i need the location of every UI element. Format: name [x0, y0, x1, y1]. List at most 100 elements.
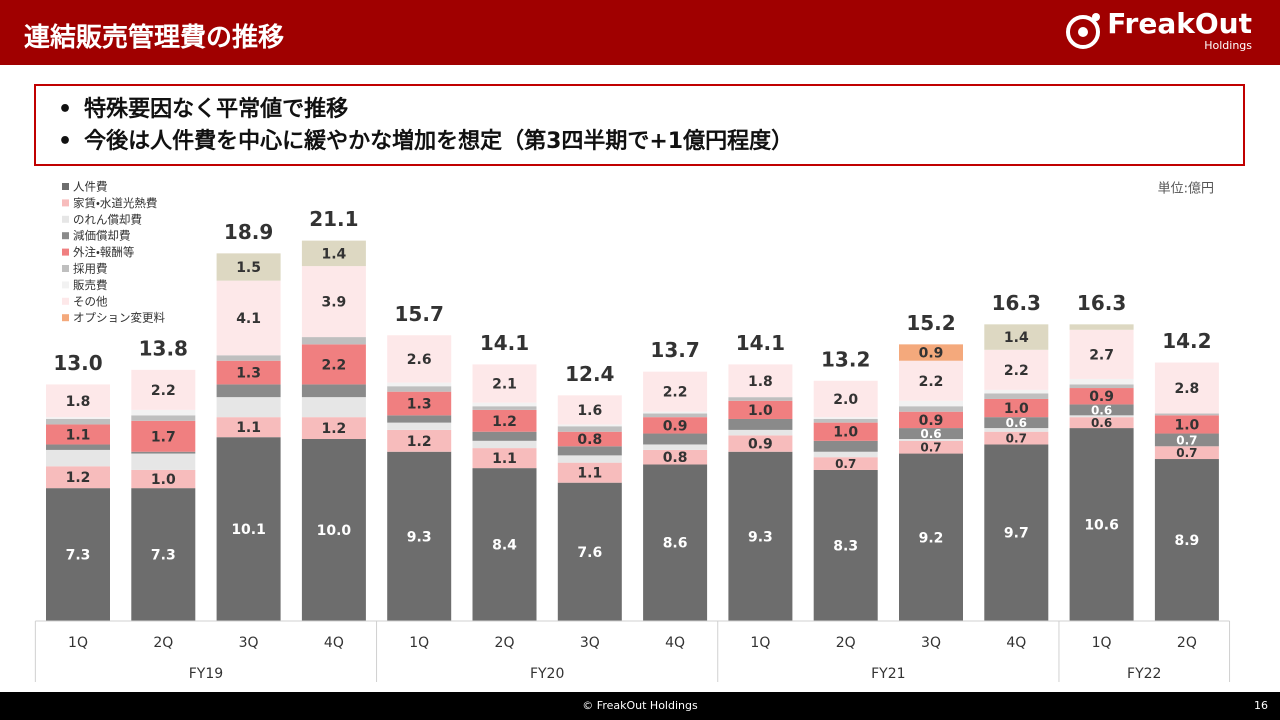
data-label: 2.2: [151, 383, 176, 399]
data-label: 1.1: [492, 451, 517, 467]
bar-segment: [131, 420, 196, 452]
bar-segment: [1154, 459, 1219, 621]
bar-segment: [1069, 388, 1134, 405]
bar-segment: [387, 335, 452, 383]
bar-segment: [728, 435, 793, 452]
bar-segment: [557, 446, 622, 456]
legend-label: のれん償却費: [73, 212, 142, 226]
data-label: 1.1: [577, 466, 602, 482]
data-label: 1.3: [236, 366, 261, 382]
data-label: 7.3: [66, 548, 91, 564]
bar-segment: [1069, 378, 1134, 385]
bar-segment: [131, 451, 196, 454]
total-label: 13.2: [821, 347, 870, 371]
x-tick-label: 2Q: [495, 635, 515, 651]
bar-segment: [1069, 404, 1134, 416]
bar-segment: [1154, 362, 1219, 414]
data-label: 9.3: [748, 529, 773, 545]
slide-title: 連結販売管理費の推移: [24, 23, 285, 53]
legend-swatch: [62, 297, 69, 305]
group-label: FY20: [530, 666, 564, 682]
bar-segment: [301, 240, 366, 267]
data-label: 1.0: [1174, 417, 1199, 433]
total-label: 13.0: [53, 351, 102, 375]
data-label: 1.4: [1004, 330, 1029, 346]
bar-segment: [472, 406, 537, 410]
bar-segment: [899, 453, 963, 621]
data-label: 10.6: [1084, 518, 1119, 534]
bar-segment: [899, 400, 963, 407]
data-label: 1.0: [1004, 401, 1029, 417]
bar-segment: [984, 431, 1049, 445]
data-label: 8.4: [492, 538, 517, 554]
data-label: 0.7: [1176, 433, 1197, 447]
bar-segment: [899, 439, 963, 441]
data-label: 0.6: [1091, 403, 1112, 417]
bar-segment: [46, 384, 110, 418]
total-label: 21.1: [309, 207, 358, 231]
legend-swatch: [62, 248, 69, 256]
data-label: 10.1: [231, 522, 266, 538]
data-label: 1.8: [66, 394, 91, 410]
data-label: 0.7: [1176, 446, 1197, 460]
data-label: 0.9: [919, 413, 944, 429]
bar-segment: [643, 449, 708, 465]
x-tick-label: 3Q: [921, 635, 941, 651]
data-label: 8.9: [1174, 533, 1199, 549]
data-label: 1.3: [407, 397, 432, 413]
bar-segment: [984, 349, 1049, 390]
bar-segment: [1069, 384, 1134, 389]
bar-segment: [46, 488, 110, 621]
bar-segment: [813, 451, 878, 458]
data-label: 8.3: [833, 538, 858, 554]
data-label: 1.1: [236, 420, 261, 436]
bar-segment: [643, 464, 708, 621]
legend-label: 採用費: [73, 262, 108, 276]
bar-segment: [216, 280, 281, 356]
bar-segment: [131, 415, 196, 421]
bar-segment: [643, 444, 708, 450]
bar-segment: [1069, 329, 1134, 379]
bar-segment: [46, 444, 110, 450]
bar-segment: [472, 431, 537, 441]
legend-swatch: [62, 183, 69, 190]
x-tick-label: 4Q: [324, 635, 344, 651]
data-label: 0.8: [577, 432, 602, 448]
bar-segment: [813, 457, 878, 470]
bar-segment: [301, 384, 366, 398]
data-label: 1.0: [151, 472, 176, 488]
bar-segment: [131, 409, 196, 416]
total-label: 13.8: [139, 336, 188, 360]
bar-segment: [899, 428, 963, 439]
bar-segment: [813, 440, 878, 452]
x-tick-label: 1Q: [750, 635, 770, 651]
total-label: 18.9: [224, 220, 273, 244]
footer: © FreakOut Holdings 16: [0, 692, 1280, 720]
bar-segment: [643, 411, 708, 414]
legend-label: 販売費: [73, 278, 108, 292]
bar-segment: [1154, 446, 1219, 460]
data-label: 1.7: [151, 429, 176, 445]
bar-segment: [557, 482, 622, 621]
data-label: 1.0: [748, 403, 773, 419]
bar-segment: [643, 371, 708, 412]
bar-segment: [216, 355, 281, 361]
bar-segment: [1154, 433, 1219, 447]
data-label: 1.2: [492, 414, 517, 430]
bar-segment: [984, 324, 1049, 350]
group-label: FY21: [871, 666, 905, 682]
bar-segment: [899, 360, 963, 401]
data-label: 1.6: [577, 403, 602, 419]
bar-segment: [387, 386, 452, 392]
legend-swatch: [62, 215, 69, 223]
bar-segment: [301, 417, 366, 439]
total-label: 15.7: [395, 302, 444, 326]
bar-segment: [1069, 324, 1134, 330]
data-label: 7.3: [151, 548, 176, 564]
bar-segment: [387, 451, 452, 621]
bar-segment: [46, 466, 110, 489]
data-label: 2.1: [492, 376, 517, 392]
bar-segment: [557, 395, 622, 425]
bar-segment: [813, 469, 878, 621]
total-label: 14.1: [736, 331, 785, 355]
